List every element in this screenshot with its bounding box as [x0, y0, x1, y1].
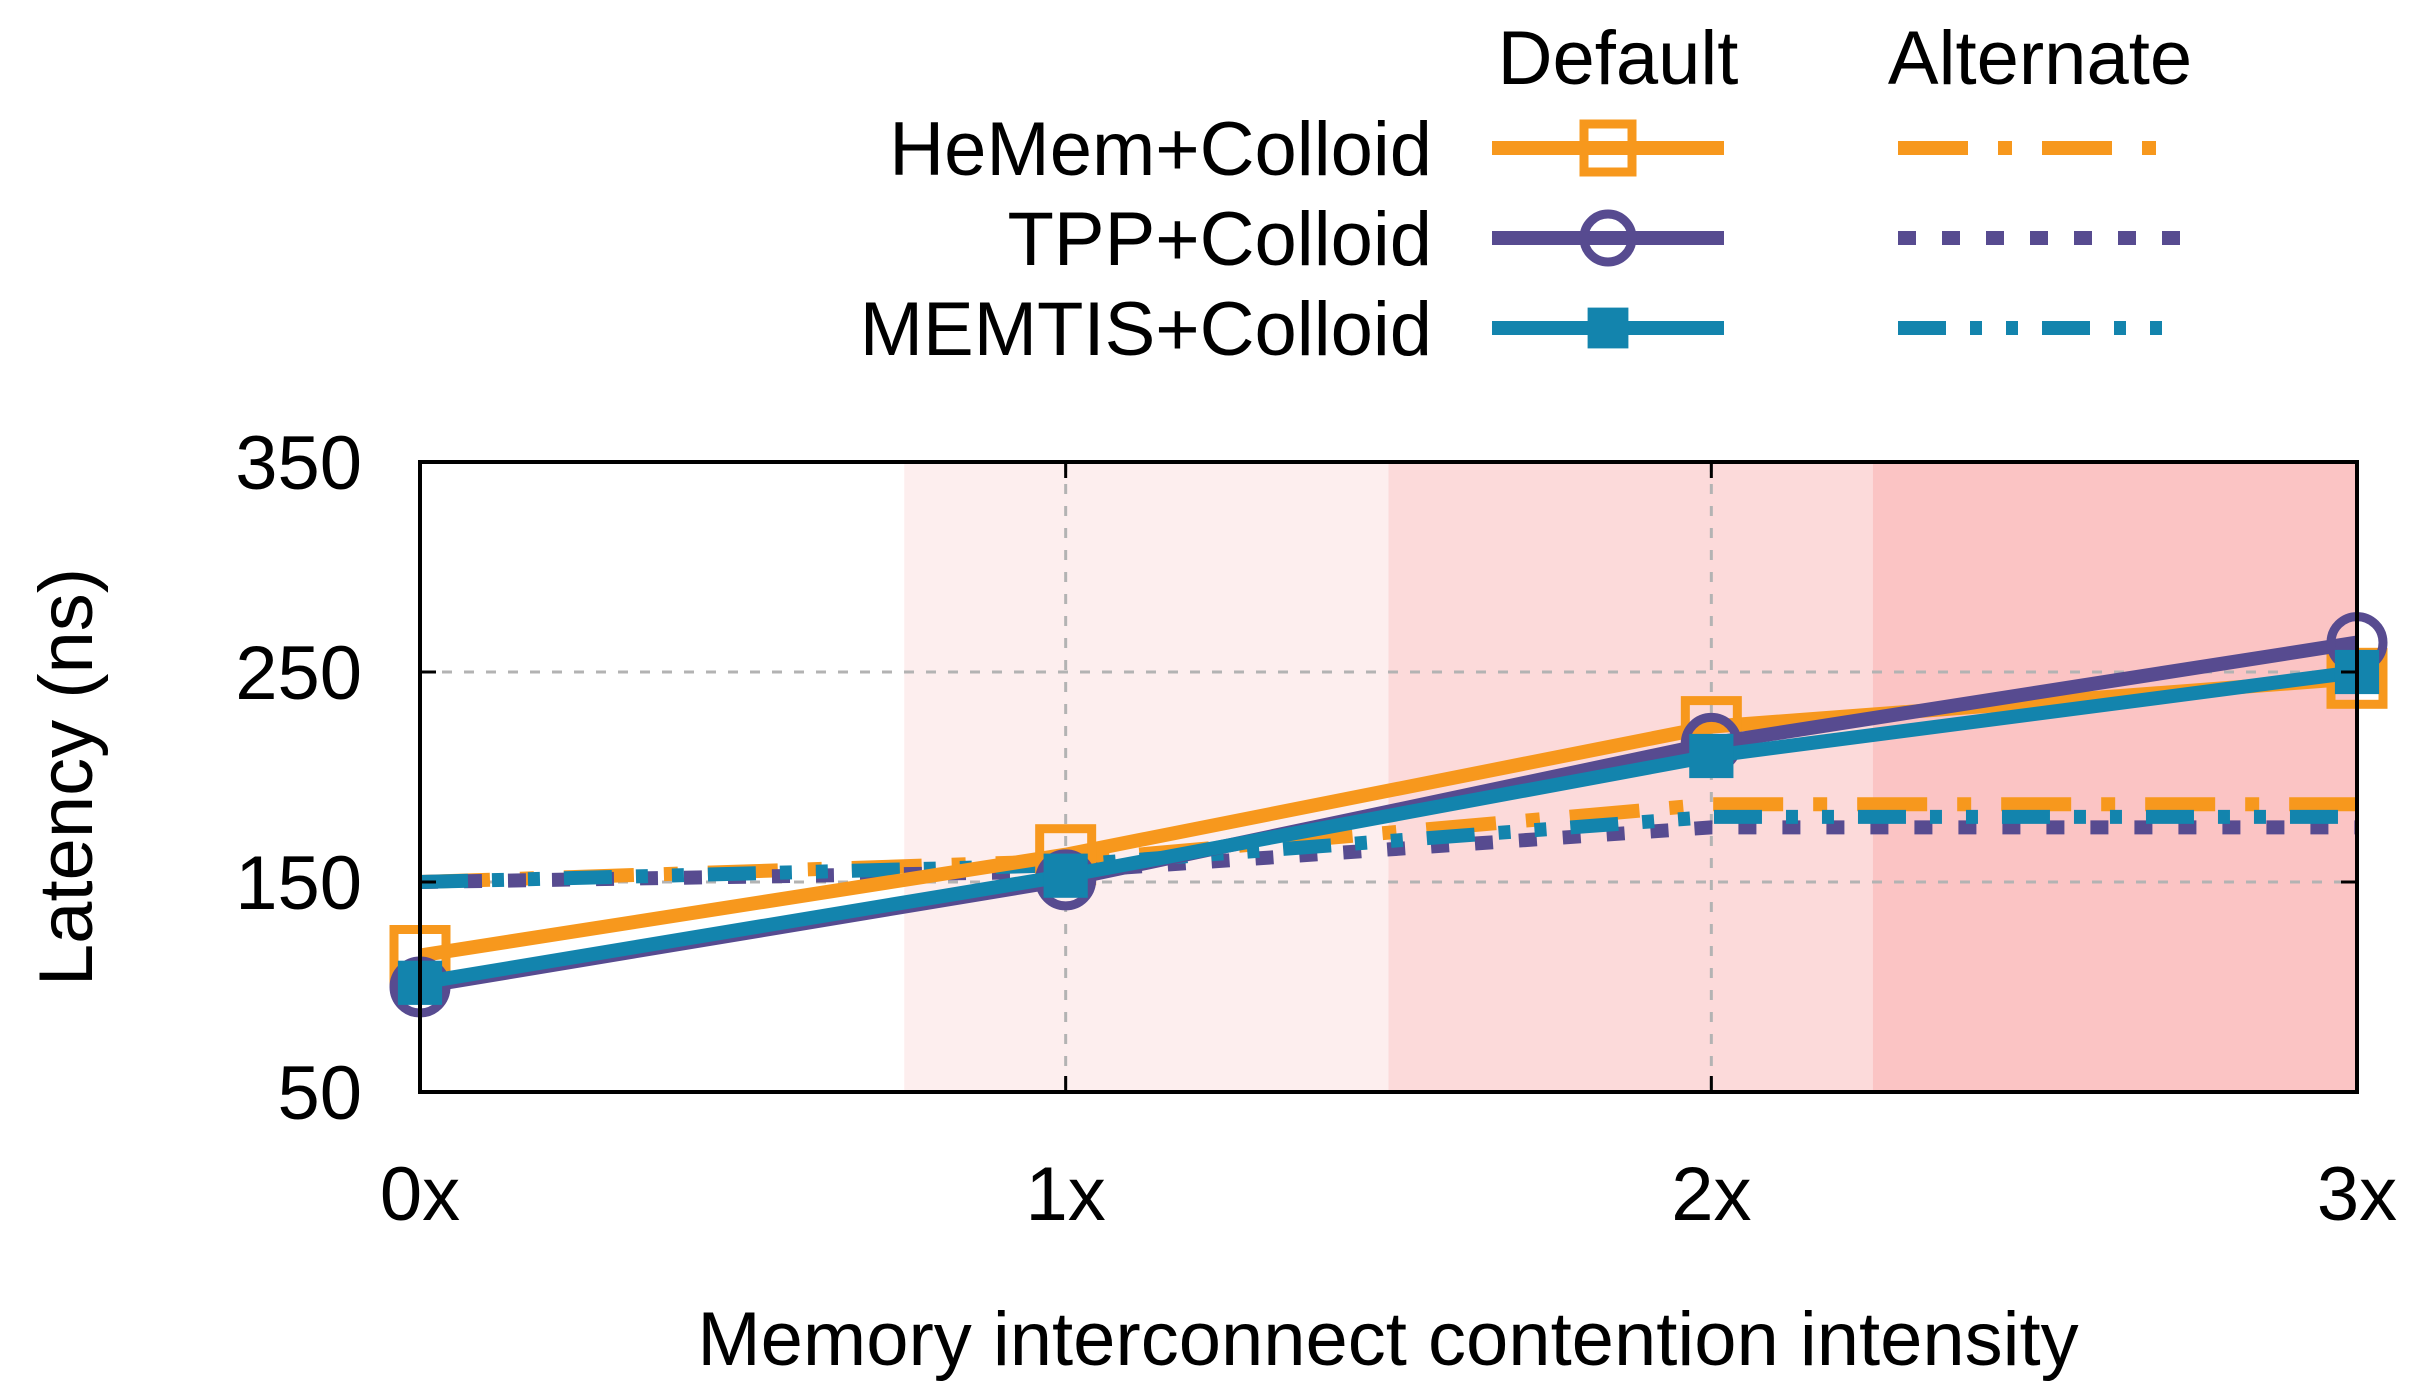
contention-band-0	[904, 462, 1389, 1092]
x-axis-title: Memory interconnect contention intensity	[697, 1297, 2078, 1382]
legend-label-memtis-colloid: MEMTIS+Colloid	[860, 287, 1432, 372]
x-tick-label-0x: 0x	[380, 1152, 460, 1237]
series-line-memtis-colloid-default	[418, 665, 2358, 990]
y-tick-label-150: 150	[235, 841, 362, 926]
legend: Default Alternate HeMem+ColloidTPP+Collo…	[860, 16, 2192, 372]
legend-row-memtis-colloid: MEMTIS+Colloid	[860, 287, 2185, 372]
legend-label-tpp-colloid: TPP+Colloid	[1007, 197, 1432, 282]
data-point-memtis-colloid-2x	[1689, 733, 1734, 779]
legend-label-hemem-colloid: HeMem+Colloid	[889, 107, 1432, 192]
series-memtis-colloid-alternate	[419, 809, 2357, 889]
x-tick-label-2x: 2x	[1671, 1152, 1751, 1237]
plot-frame	[418, 460, 2359, 1094]
y-axis-title: Latency (ns)	[24, 568, 109, 986]
x-tick-label-1x: 1x	[1026, 1152, 1106, 1237]
series-layer	[389, 612, 2388, 1018]
x-axis-ticks: 0x 1x 2x 3x	[380, 462, 2397, 1237]
y-axis-ticks: 50 150 250 350	[235, 421, 2357, 1136]
contention-band-2	[1872, 462, 2357, 1092]
legend-marker-hemem-colloid	[1579, 119, 1637, 177]
legend-header-alternate: Alternate	[1888, 16, 2192, 101]
legend-row-tpp-colloid: TPP+Colloid	[1007, 197, 2185, 282]
y-tick-label-350: 350	[235, 421, 362, 506]
legend-header-default: Default	[1498, 16, 1739, 101]
legend-marker-memtis-colloid	[1587, 307, 1629, 349]
x-tick-label-3x: 3x	[2317, 1152, 2397, 1237]
background-bands	[904, 462, 2357, 1092]
data-point-memtis-colloid-1x	[1043, 853, 1088, 898]
legend-marker-tpp-colloid	[1579, 209, 1637, 267]
series-line-hemem-colloid-default	[418, 671, 2358, 963]
y-tick-label-250: 250	[235, 631, 362, 716]
series-line-memtis-colloid-alternate	[419, 809, 2357, 889]
y-tick-label-50: 50	[277, 1051, 362, 1136]
legend-row-hemem-colloid: HeMem+Colloid	[889, 107, 2185, 192]
plot-area	[389, 460, 2388, 1094]
